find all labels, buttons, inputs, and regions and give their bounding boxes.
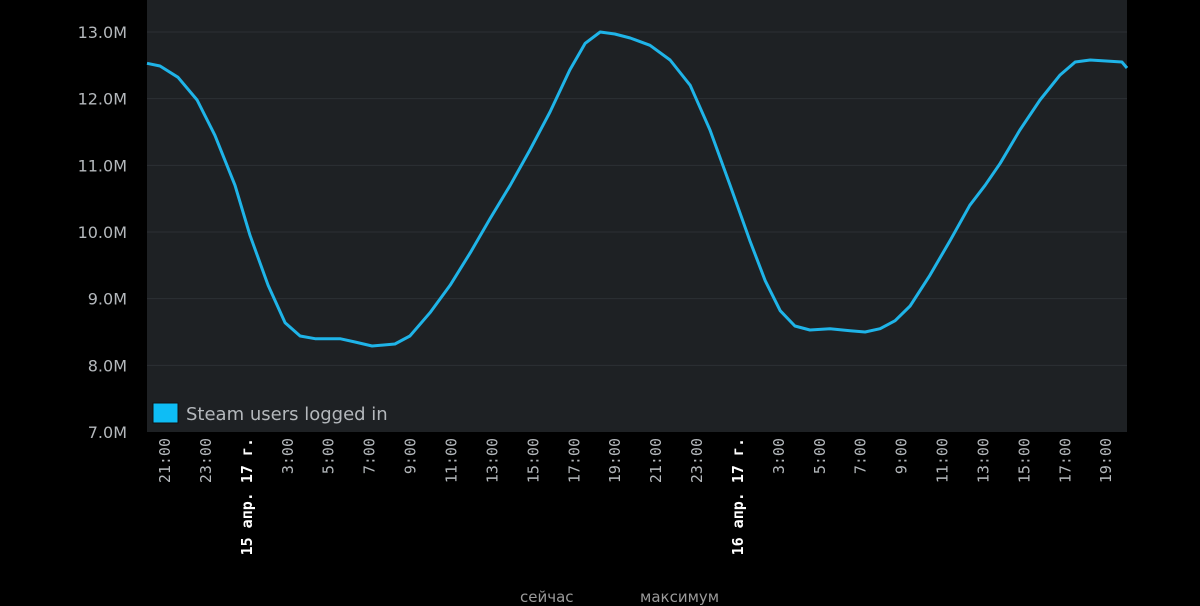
x-tick-label: 9:00 xyxy=(893,438,911,474)
x-tick-label: 3:00 xyxy=(279,438,297,474)
x-tick-label: 13:00 xyxy=(483,438,501,483)
x-tick-label: 23:00 xyxy=(688,438,706,483)
legend[interactable]: Steam users logged in xyxy=(153,403,388,425)
x-tick-label: 5:00 xyxy=(320,438,338,474)
x-tick-label: 17:00 xyxy=(565,438,583,483)
y-tick-label: 7.0M xyxy=(88,423,127,442)
y-tick-label: 13.0M xyxy=(78,23,127,42)
x-date-label: 16 апр. 17 г. xyxy=(729,438,747,555)
x-tick-label: 5:00 xyxy=(811,438,829,474)
x-tick-label: 21:00 xyxy=(647,438,665,483)
y-tick-label: 10.0M xyxy=(78,223,127,242)
legend-label: Steam users logged in xyxy=(186,404,388,425)
x-tick-label: 7:00 xyxy=(852,438,870,474)
y-axis: 7.0M 8.0M 9.0M 10.0M 11.0M 12.0M 13.0M xyxy=(78,23,127,442)
y-tick-label: 8.0M xyxy=(88,356,127,375)
x-tick-label: 17:00 xyxy=(1056,438,1074,483)
x-tick-label: 23:00 xyxy=(197,438,215,483)
legend-swatch xyxy=(153,403,178,423)
x-tick-label: 13:00 xyxy=(974,438,992,483)
y-tick-label: 11.0M xyxy=(78,156,127,175)
x-date-label: 15 апр. 17 г. xyxy=(238,438,256,555)
x-axis: 21:00 23:00 15 апр. 17 г. 3:00 5:00 7:00 9:00 1… xyxy=(156,438,1115,555)
x-tick-label: 21:00 xyxy=(156,438,174,483)
x-tick-label: 11:00 xyxy=(934,438,952,483)
footer-max-label: максимум xyxy=(640,588,719,606)
y-tick-label: 9.0M xyxy=(88,290,127,309)
x-tick-label: 11:00 xyxy=(443,438,461,483)
x-tick-label: 15:00 xyxy=(1015,438,1033,483)
plot-area xyxy=(147,0,1127,432)
x-tick-label: 9:00 xyxy=(402,438,420,474)
x-tick-label: 3:00 xyxy=(770,438,788,474)
x-tick-label: 19:00 xyxy=(1097,438,1115,483)
footer-now-label: сейчас xyxy=(520,588,574,606)
x-tick-label: 7:00 xyxy=(361,438,379,474)
x-tick-label: 19:00 xyxy=(606,438,624,483)
y-tick-label: 12.0M xyxy=(78,90,127,109)
x-tick-label: 15:00 xyxy=(524,438,542,483)
